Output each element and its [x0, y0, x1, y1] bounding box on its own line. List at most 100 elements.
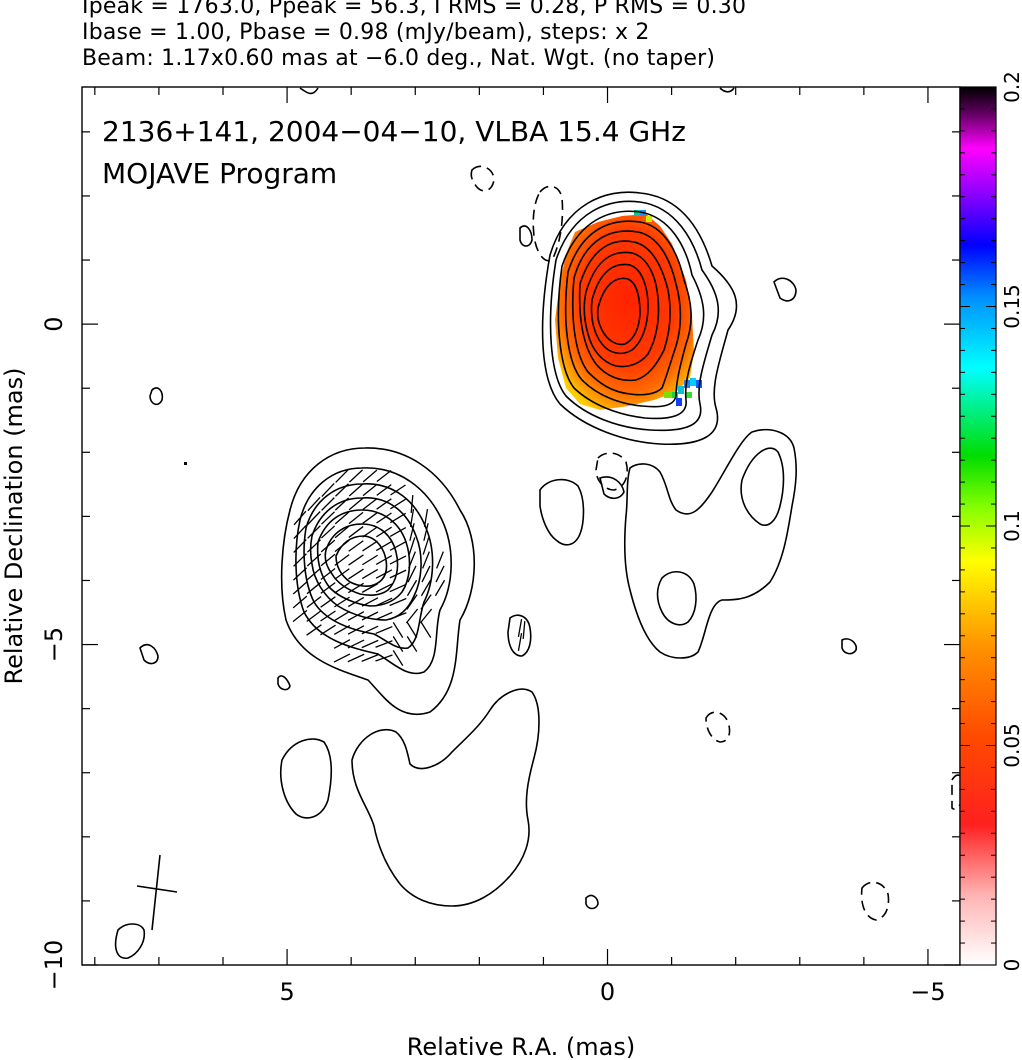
evpa-tick [306, 567, 322, 581]
x-tick-label: 0 [600, 978, 615, 1006]
evpa-tick [435, 565, 445, 583]
x-tick-label: 5 [279, 978, 294, 1006]
evpa-tick [375, 540, 393, 552]
evpa-tick [392, 650, 404, 666]
colorbar-label: 0 [1000, 959, 1022, 972]
contour-fragment-top-right [719, 87, 735, 93]
evpa-tick [422, 551, 430, 569]
evpa-tick [419, 608, 433, 624]
evpa-tick [307, 539, 321, 553]
evpa-tick [436, 551, 444, 569]
contour-fragment-top [299, 87, 319, 95]
knot-contours [280, 447, 476, 716]
evpa-tick [348, 511, 364, 525]
evpa-tick [347, 639, 365, 649]
evpa-tick [362, 469, 378, 483]
colorbar-label: 0.05 [1000, 723, 1022, 768]
evpa-tick [320, 553, 336, 567]
evpa-tick [390, 484, 406, 496]
evpa-tick [375, 640, 393, 648]
evpa-tick [362, 526, 378, 538]
evpa-tick [376, 498, 392, 510]
evpa-tick [406, 594, 418, 610]
evpa-tick [320, 567, 336, 581]
evpa-tick [405, 608, 419, 624]
evpa-tick [361, 583, 379, 593]
y-tick-label: 0 [40, 316, 68, 331]
evpa-tick [406, 622, 418, 638]
evpa-tick [389, 541, 407, 551]
evpa-tick [334, 554, 350, 566]
evpa-tick [307, 496, 321, 512]
evpa-tick [389, 597, 407, 607]
evpa-tick [409, 523, 415, 541]
evpa-tick [420, 622, 432, 638]
evpa-tick [376, 484, 392, 496]
evpa-tick [293, 524, 307, 540]
evpa-tick [375, 569, 393, 579]
evpa-tick [321, 511, 335, 525]
evpa-tick [409, 509, 415, 527]
evpa-tick [361, 654, 379, 662]
evpa-tick [334, 582, 350, 594]
noise-dot [184, 462, 187, 465]
evpa-tick [292, 609, 308, 623]
source-annotation: 2136+141, 2004−04−10, VLBA 15.4 GHz [102, 115, 686, 148]
evpa-tick [517, 633, 523, 651]
evpa-tick [333, 653, 351, 663]
evpa-tick [408, 537, 416, 555]
evpa-tick [306, 553, 322, 567]
polarization-vectors [292, 469, 526, 666]
y-tick-labels: 0 −5 −10 [40, 316, 68, 990]
evpa-tick [348, 568, 364, 580]
evpa-tick [362, 540, 378, 552]
evpa-tick [362, 554, 378, 566]
evpa-tick [348, 554, 364, 566]
evpa-tick [375, 597, 393, 607]
evpa-tick [333, 639, 351, 649]
x-axis-title: Relative R.A. (mas) [407, 1033, 635, 1060]
evpa-tick [410, 494, 414, 514]
evpa-tick [361, 568, 379, 580]
evpa-tick [423, 509, 429, 527]
evpa-tick [306, 595, 322, 609]
evpa-tick [293, 510, 307, 526]
evpa-tick [320, 610, 336, 622]
evpa-tick [293, 553, 307, 567]
evpa-tick [348, 469, 364, 483]
y-axis-title: Relative Declination (mas) [0, 367, 28, 684]
evpa-tick [361, 611, 379, 621]
y-tick-label: −5 [40, 627, 68, 662]
evpa-tick [348, 483, 364, 497]
x-tick-labels: 5 0 −5 [279, 978, 945, 1006]
evpa-tick [376, 469, 392, 483]
beam-marker [136, 854, 178, 931]
evpa-tick [334, 511, 350, 525]
evpa-tick [292, 581, 308, 595]
outer-contours [114, 225, 858, 959]
evpa-tick [406, 579, 418, 597]
core-contours [541, 191, 738, 446]
evpa-tick [389, 526, 407, 538]
evpa-tick [389, 569, 407, 579]
evpa-tick [334, 596, 350, 608]
evpa-tick [389, 612, 407, 620]
evpa-tick [306, 624, 322, 636]
evpa-tick [334, 568, 350, 580]
evpa-tick [333, 624, 351, 636]
evpa-tick [361, 639, 379, 649]
evpa-tick [347, 611, 365, 621]
evpa-tick [420, 594, 432, 610]
evpa-tick [375, 555, 393, 565]
evpa-tick [376, 512, 392, 524]
evpa-tick [333, 610, 351, 622]
evpa-tick [320, 582, 336, 594]
evpa-tick [334, 497, 350, 511]
evpa-tick [335, 483, 349, 497]
header-line-3: Beam: 1.17x0.60 mas at −6.0 deg., Nat. W… [82, 46, 716, 71]
evpa-tick [375, 654, 393, 662]
evpa-tick [423, 523, 429, 541]
evpa-tick [420, 579, 432, 597]
evpa-tick [293, 539, 307, 553]
